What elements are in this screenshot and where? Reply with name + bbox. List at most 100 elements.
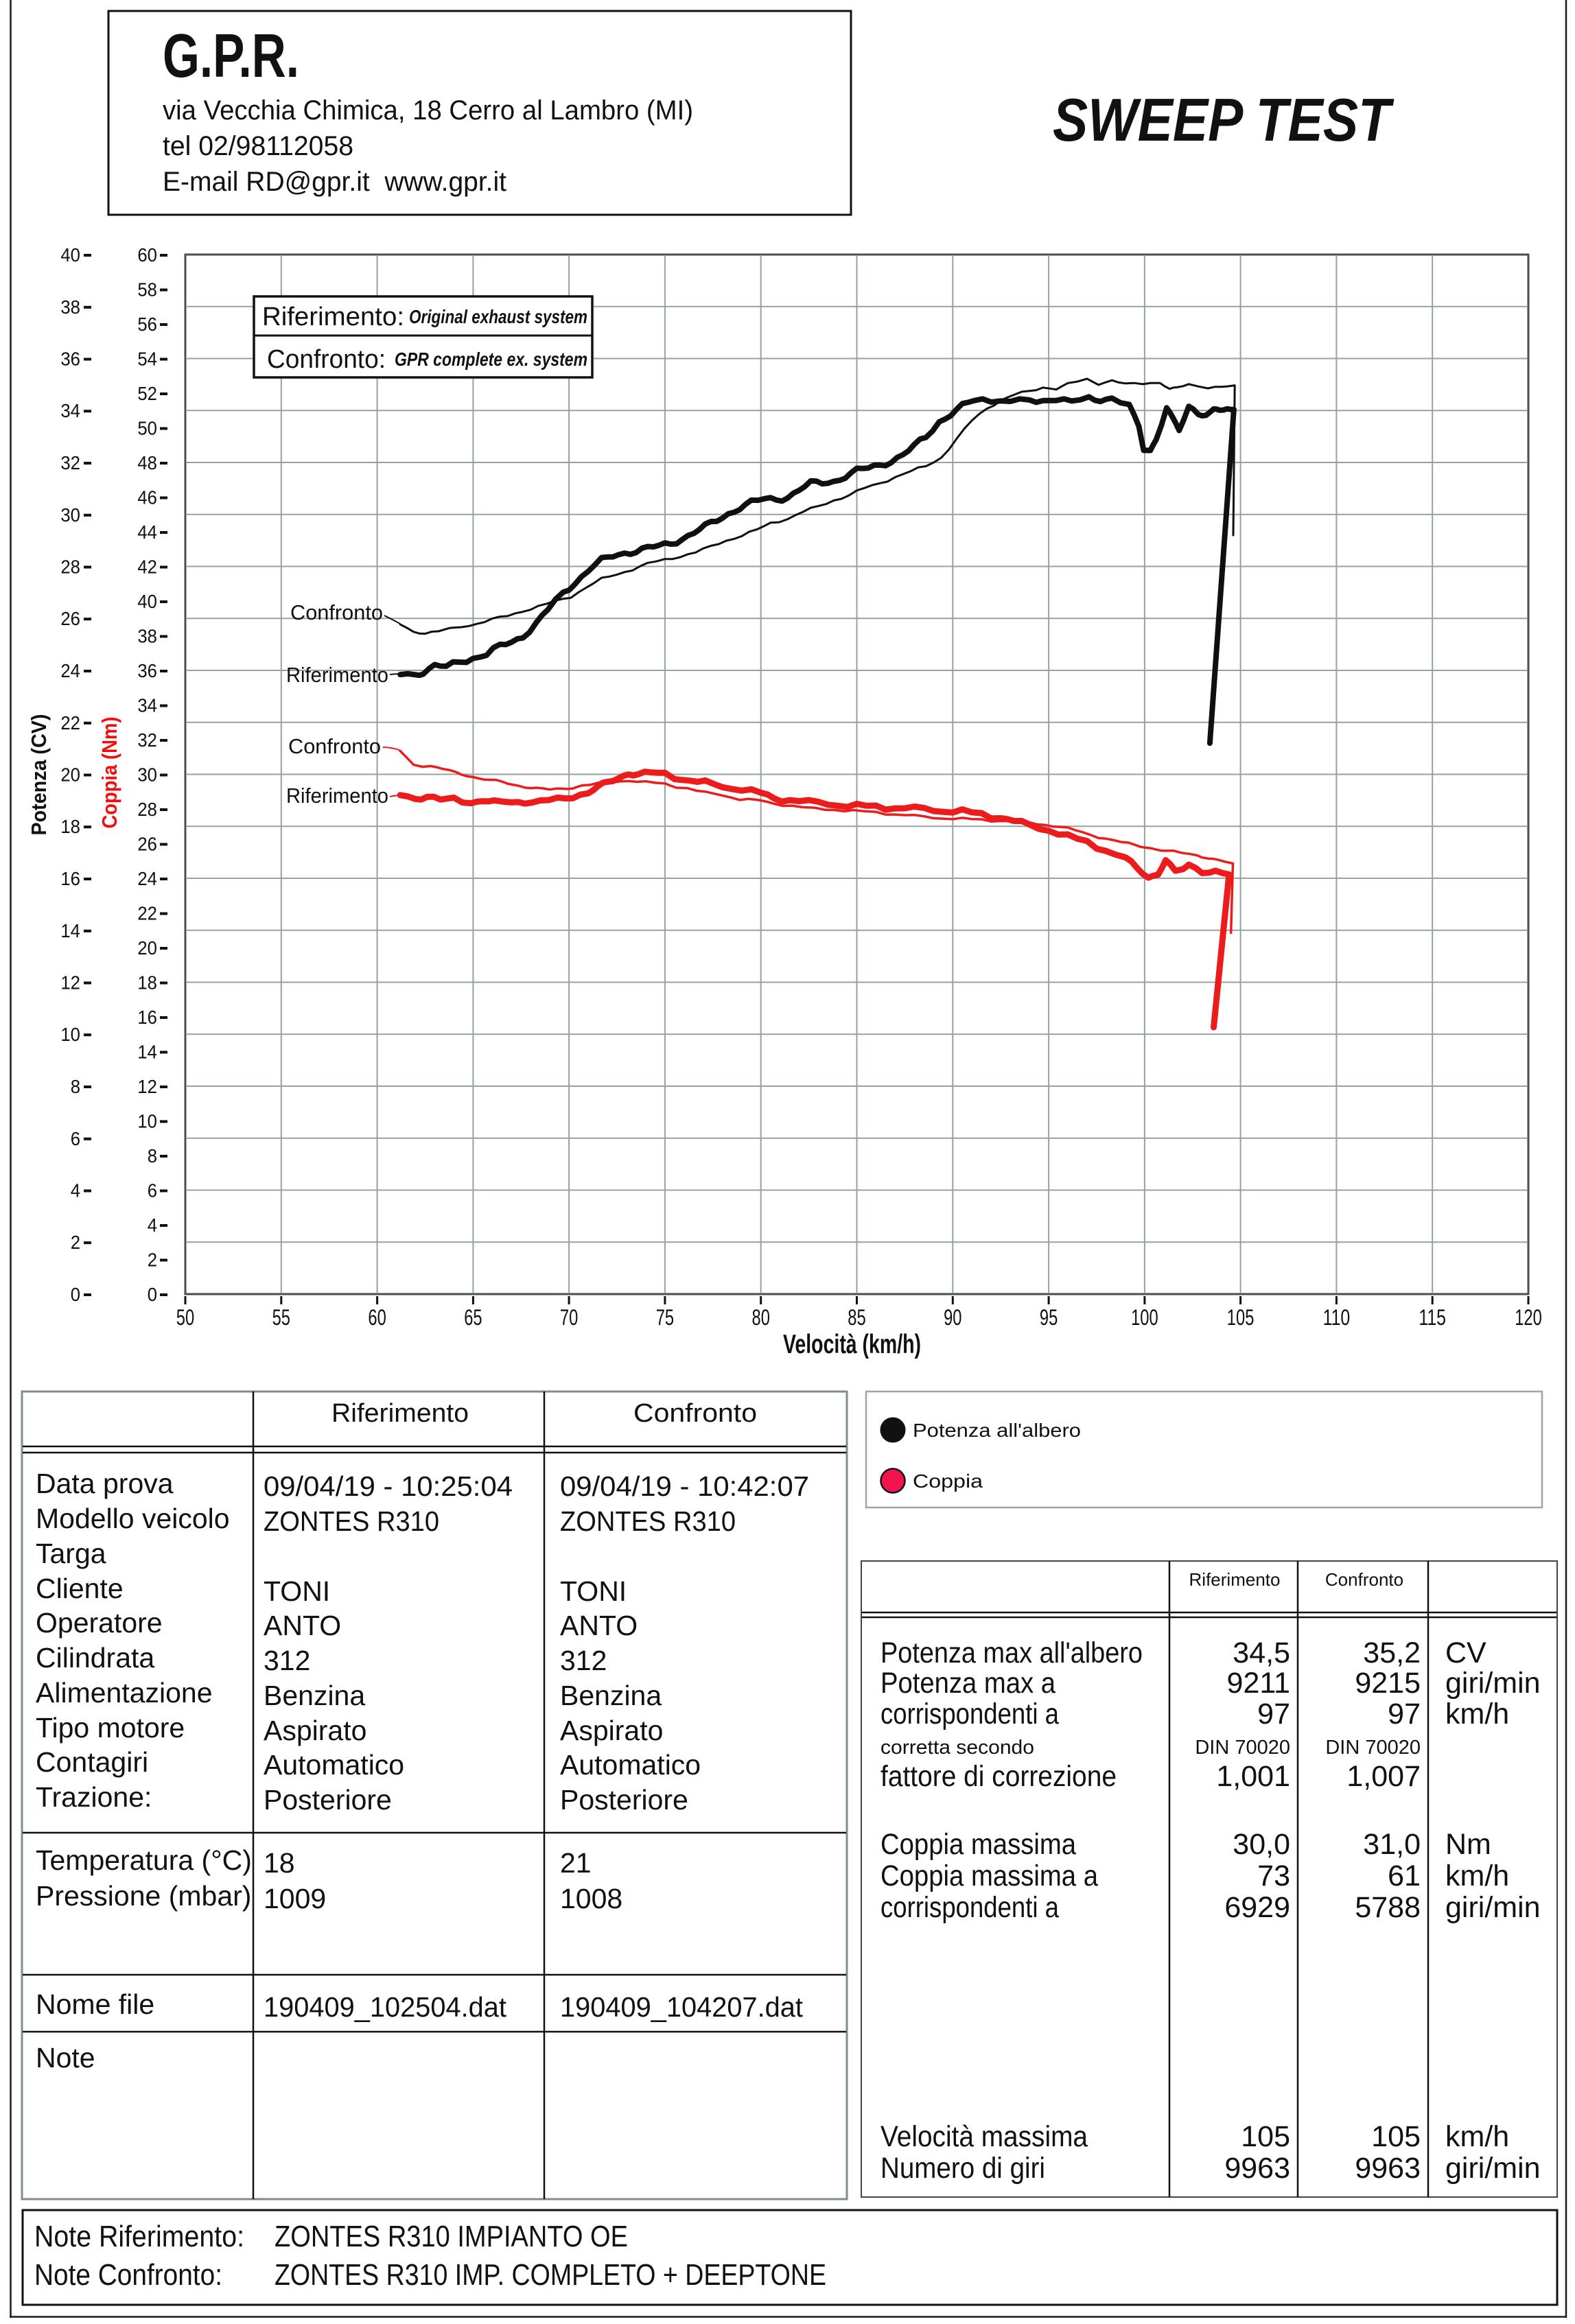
- svg-text:Coppia massima: Coppia massima: [880, 1828, 1076, 1861]
- svg-text:Numero di giri: Numero di giri: [880, 2152, 1045, 2185]
- svg-text:Temperatura (°C): Temperatura (°C): [36, 1844, 252, 1876]
- svg-text:6929: 6929: [1224, 1891, 1290, 1924]
- svg-text:Posteriore: Posteriore: [264, 1784, 392, 1816]
- svg-text:Cliente: Cliente: [36, 1573, 124, 1604]
- svg-text:6: 6: [71, 1128, 80, 1149]
- svg-text:105: 105: [1241, 2120, 1290, 2153]
- svg-text:0: 0: [71, 1284, 80, 1305]
- svg-text:km/h: km/h: [1445, 1698, 1509, 1730]
- svg-text:Coppia: Coppia: [913, 1470, 983, 1492]
- svg-text:fattore di correzione: fattore di correzione: [880, 1760, 1117, 1793]
- svg-text:10: 10: [137, 1111, 157, 1132]
- svg-text:61: 61: [1388, 1859, 1421, 1892]
- svg-text:Riferimento: Riferimento: [331, 1399, 469, 1428]
- svg-text:Confronto:: Confronto:: [267, 345, 386, 374]
- svg-text:Confronto: Confronto: [633, 1399, 757, 1428]
- svg-text:TONI: TONI: [560, 1575, 627, 1607]
- svg-text:Pressione (mbar): Pressione (mbar): [36, 1880, 251, 1912]
- svg-text:Confronto: Confronto: [290, 600, 383, 624]
- svg-text:8: 8: [148, 1145, 157, 1166]
- svg-text:corretta secondo: corretta secondo: [880, 1737, 1034, 1759]
- svg-text:14: 14: [60, 920, 80, 941]
- svg-text:32: 32: [60, 452, 80, 473]
- svg-text:Aspirato: Aspirato: [560, 1715, 663, 1746]
- svg-text:60: 60: [368, 1305, 386, 1330]
- svg-text:09/04/19 - 10:25:04: 09/04/19 - 10:25:04: [264, 1470, 513, 1502]
- svg-text:80: 80: [752, 1305, 770, 1330]
- svg-text:30: 30: [60, 504, 80, 526]
- svg-text:35,2: 35,2: [1363, 1636, 1421, 1669]
- svg-text:95: 95: [1040, 1305, 1058, 1330]
- svg-text:16: 16: [60, 868, 80, 889]
- svg-text:90: 90: [944, 1305, 961, 1330]
- svg-text:10: 10: [60, 1024, 80, 1045]
- svg-text:Potenza max a: Potenza max a: [880, 1667, 1055, 1700]
- svg-text:Aspirato: Aspirato: [264, 1715, 366, 1746]
- svg-text:1,007: 1,007: [1346, 1760, 1421, 1793]
- svg-text:120: 120: [1515, 1305, 1542, 1330]
- svg-text:0: 0: [148, 1284, 157, 1305]
- svg-text:09/04/19 - 10:42:07: 09/04/19 - 10:42:07: [560, 1470, 809, 1502]
- svg-text:G.P.R.: G.P.R.: [163, 22, 299, 91]
- svg-text:Coppia (Nm): Coppia (Nm): [97, 717, 121, 829]
- svg-text:Note: Note: [36, 2042, 95, 2074]
- svg-text:50: 50: [176, 1305, 194, 1330]
- svg-text:2: 2: [148, 1249, 157, 1271]
- svg-text:Automatico: Automatico: [264, 1749, 404, 1781]
- svg-text:Riferimento:: Riferimento:: [262, 303, 404, 331]
- svg-text:115: 115: [1419, 1305, 1446, 1330]
- svg-text:ZONTES R310 IMPIANTO OE: ZONTES R310 IMPIANTO OE: [275, 2220, 628, 2253]
- svg-text:Confronto: Confronto: [1325, 1569, 1403, 1590]
- svg-text:48: 48: [137, 452, 157, 473]
- svg-text:28: 28: [137, 799, 157, 820]
- svg-text:52: 52: [137, 383, 157, 404]
- svg-text:Cilindrata: Cilindrata: [36, 1642, 154, 1674]
- svg-text:65: 65: [464, 1305, 482, 1330]
- svg-text:6: 6: [148, 1180, 157, 1201]
- svg-text:Potenza max all'albero: Potenza max all'albero: [880, 1636, 1143, 1669]
- svg-text:97: 97: [1388, 1698, 1421, 1730]
- svg-text:Benzina: Benzina: [560, 1680, 662, 1711]
- svg-text:Confronto: Confronto: [288, 734, 381, 758]
- svg-text:9963: 9963: [1224, 2152, 1290, 2185]
- svg-text:CV: CV: [1445, 1636, 1486, 1669]
- svg-text:Nm: Nm: [1445, 1828, 1491, 1861]
- svg-text:85: 85: [848, 1305, 865, 1330]
- svg-text:giri/min: giri/min: [1445, 1667, 1541, 1700]
- svg-text:46: 46: [137, 487, 157, 508]
- svg-text:32: 32: [137, 729, 157, 751]
- svg-text:73: 73: [1257, 1859, 1290, 1892]
- svg-text:corrispondenti a: corrispondenti a: [880, 1698, 1059, 1730]
- svg-text:8: 8: [71, 1076, 80, 1097]
- svg-text:50: 50: [137, 418, 157, 439]
- svg-text:Velocità (km/h): Velocità (km/h): [783, 1330, 921, 1359]
- svg-text:SWEEP TEST: SWEEP TEST: [1053, 86, 1394, 154]
- svg-text:Note Confronto:: Note Confronto:: [34, 2258, 222, 2292]
- svg-text:38: 38: [60, 296, 80, 318]
- svg-text:ZONTES R310: ZONTES R310: [560, 1505, 736, 1537]
- svg-text:22: 22: [60, 712, 80, 733]
- svg-text:km/h: km/h: [1445, 1859, 1509, 1892]
- svg-text:9215: 9215: [1355, 1667, 1421, 1700]
- svg-text:24: 24: [60, 660, 80, 681]
- svg-text:30: 30: [137, 764, 157, 786]
- svg-text:31,0: 31,0: [1363, 1828, 1421, 1861]
- svg-text:34: 34: [60, 400, 80, 421]
- svg-text:22: 22: [137, 903, 157, 924]
- svg-text:70: 70: [560, 1305, 578, 1330]
- svg-text:105: 105: [1371, 2120, 1421, 2153]
- svg-text:5788: 5788: [1355, 1891, 1421, 1924]
- svg-text:Potenza all'albero: Potenza all'albero: [913, 1420, 1081, 1441]
- svg-text:12: 12: [60, 972, 80, 994]
- svg-text:4: 4: [148, 1214, 157, 1236]
- svg-text:km/h: km/h: [1445, 2120, 1509, 2153]
- svg-text:190409_104207.dat: 190409_104207.dat: [560, 1991, 804, 2023]
- svg-text:9211: 9211: [1227, 1667, 1290, 1700]
- svg-text:54: 54: [137, 349, 157, 370]
- svg-text:100: 100: [1131, 1305, 1158, 1330]
- svg-text:312: 312: [264, 1645, 310, 1676]
- svg-text:58: 58: [137, 279, 157, 301]
- svg-text:Benzina: Benzina: [264, 1680, 365, 1711]
- svg-text:18: 18: [264, 1847, 295, 1879]
- svg-text:E-mail RD@gpr.it www.gpr.it: E-mail RD@gpr.it www.gpr.it: [163, 167, 506, 197]
